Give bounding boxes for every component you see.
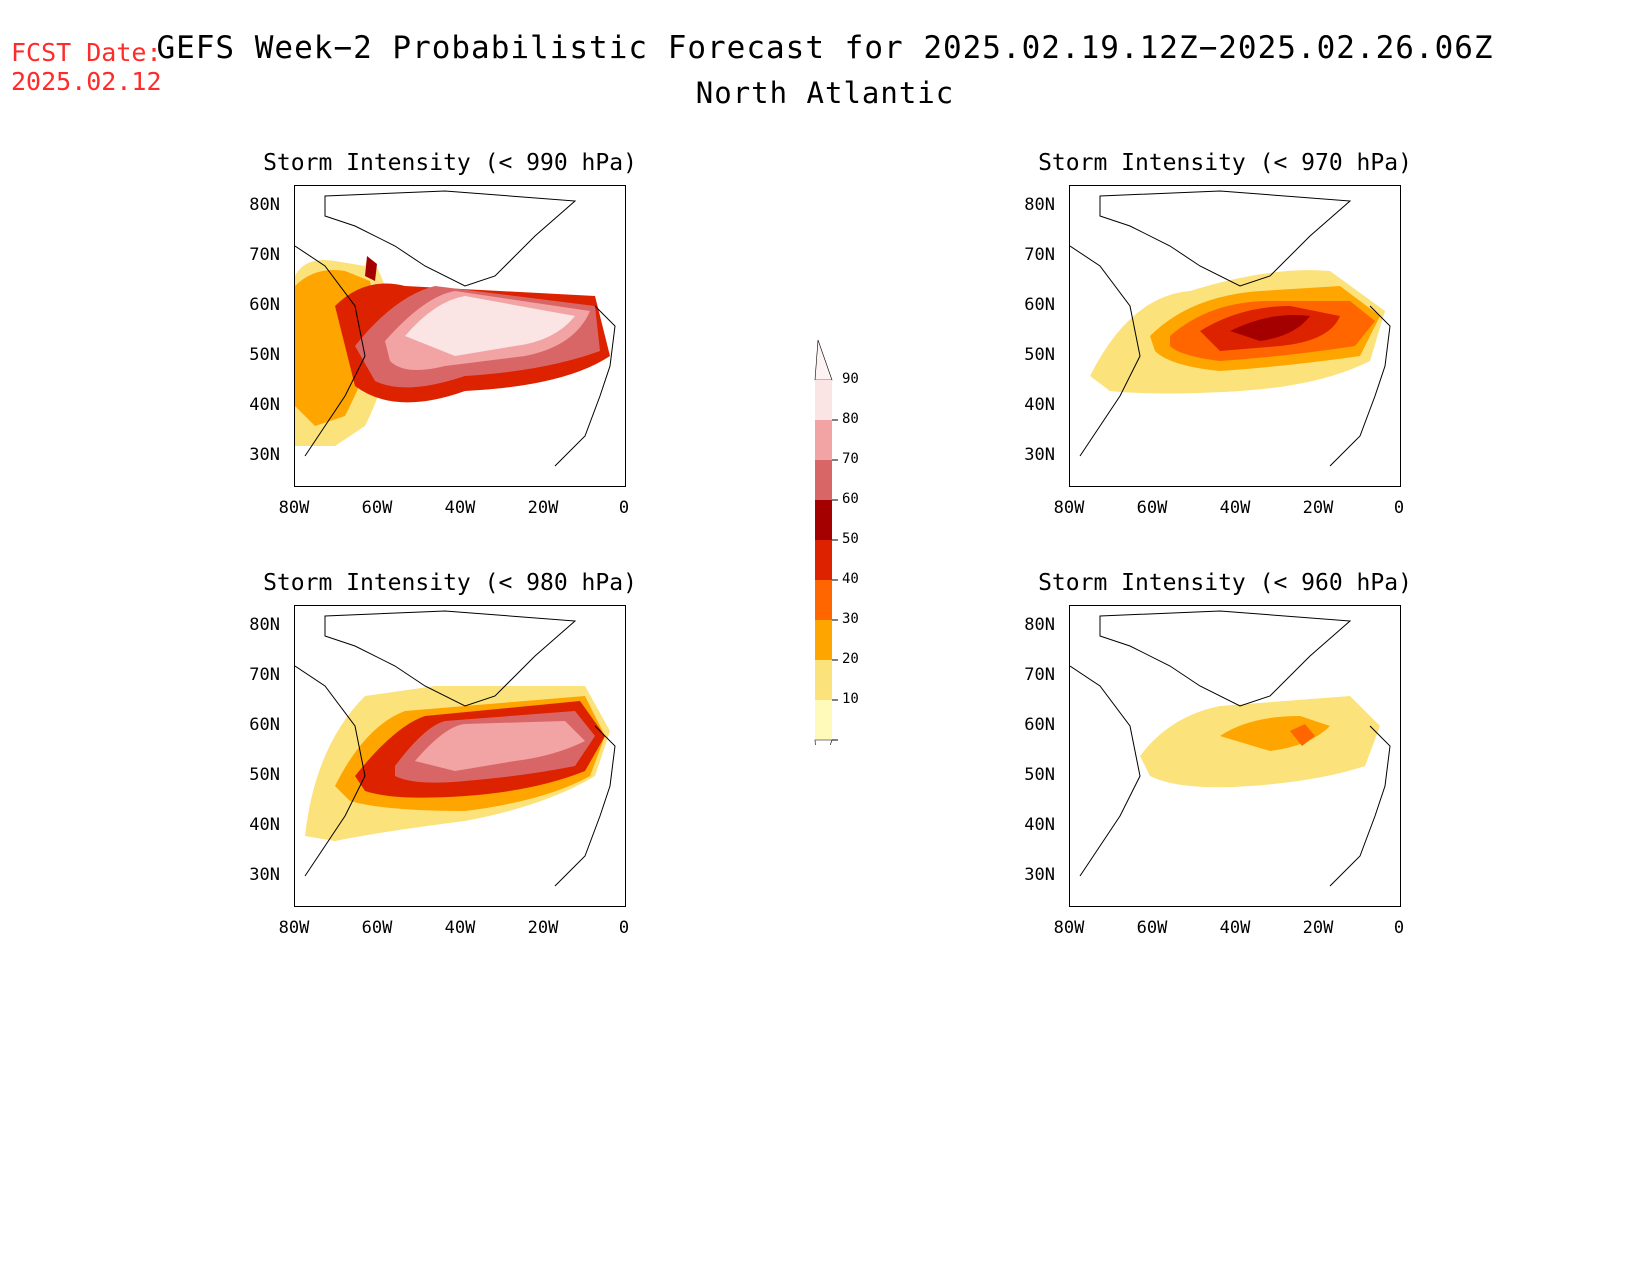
colorbar-label: 90 <box>842 371 859 387</box>
lat-label: 40N <box>1024 395 1055 415</box>
panel-title: Storm Intensity (< 960 hPa) <box>1038 570 1412 596</box>
forecast-date: FCST Date: 2025.02.12 <box>11 38 162 96</box>
lon-label: 20W <box>1302 918 1334 938</box>
lon-label: 0 <box>1393 918 1405 938</box>
lat-label: 50N <box>1024 345 1055 365</box>
map-area <box>1069 185 1401 487</box>
coastline-outline <box>295 610 616 887</box>
panel-title: Storm Intensity (< 980 hPa) <box>263 570 637 596</box>
lon-label: 80W <box>278 498 310 518</box>
colorbar-label: 40 <box>842 571 859 587</box>
lon-label: 40W <box>444 918 476 938</box>
colorbar-label: 30 <box>842 611 859 627</box>
colorbar-swatch <box>815 580 832 620</box>
lon-label: 20W <box>1302 498 1334 518</box>
panel-970: Storm Intensity (< 970 hPa) 80N 70N 60N … <box>1015 150 1435 540</box>
lon-label: 60W <box>361 498 393 518</box>
colorbar-swatch <box>815 660 832 700</box>
colorbar-swatch <box>815 700 832 740</box>
lat-label: 80N <box>249 195 280 215</box>
lon-label: 40W <box>444 498 476 518</box>
lon-label: 80W <box>1053 498 1085 518</box>
panel-title: Storm Intensity (< 970 hPa) <box>1038 150 1412 176</box>
region-subtitle: North Atlantic <box>695 76 955 110</box>
colorbar: 90 80 70 60 50 40 30 20 10 <box>810 335 880 745</box>
probability-field <box>295 256 610 446</box>
colorbar-swatch <box>815 540 832 580</box>
lon-label: 20W <box>527 918 559 938</box>
colorbar-label: 80 <box>842 411 859 427</box>
probability-field <box>1140 696 1380 788</box>
lat-label: 30N <box>249 865 280 885</box>
map-area <box>294 605 626 907</box>
colorbar-label: 70 <box>842 451 859 467</box>
lon-label: 80W <box>278 918 310 938</box>
colorbar-swatch <box>815 380 832 420</box>
probability-field <box>305 686 610 841</box>
lon-label: 20W <box>527 498 559 518</box>
lat-label: 70N <box>249 245 280 265</box>
colorbar-label: 20 <box>842 651 859 667</box>
lat-label: 30N <box>1024 445 1055 465</box>
lon-label: 0 <box>1393 498 1405 518</box>
lat-label: 60N <box>249 295 280 315</box>
lon-label: 80W <box>1053 918 1085 938</box>
coastline-outline <box>1070 190 1391 467</box>
lat-label: 60N <box>1024 295 1055 315</box>
fcst-date-value: 2025.02.12 <box>11 67 162 96</box>
colorbar-swatches <box>814 339 838 745</box>
map-area <box>294 185 626 487</box>
lon-label: 60W <box>1136 918 1168 938</box>
lon-label: 0 <box>618 918 630 938</box>
lat-label: 70N <box>249 665 280 685</box>
lat-label: 50N <box>249 345 280 365</box>
lat-label: 80N <box>1024 195 1055 215</box>
lat-label: 50N <box>249 765 280 785</box>
lat-label: 60N <box>249 715 280 735</box>
fcst-date-label: FCST Date: <box>11 38 162 67</box>
lat-label: 40N <box>249 395 280 415</box>
lat-label: 70N <box>1024 665 1055 685</box>
lon-label: 60W <box>1136 498 1168 518</box>
lon-label: 40W <box>1219 918 1251 938</box>
panel-960: Storm Intensity (< 960 hPa) 80N 70N 60N … <box>1015 570 1435 960</box>
lat-label: 70N <box>1024 245 1055 265</box>
lon-label: 60W <box>361 918 393 938</box>
lat-label: 60N <box>1024 715 1055 735</box>
panel-990: Storm Intensity (< 990 hPa) 80N 70N 60N … <box>240 150 660 540</box>
colorbar-bottom-cap <box>814 739 833 745</box>
lat-label: 80N <box>1024 615 1055 635</box>
probability-field <box>1090 270 1385 394</box>
colorbar-swatch <box>815 420 832 460</box>
colorbar-top-cap <box>814 339 833 381</box>
colorbar-label: 10 <box>842 691 859 707</box>
panel-980: Storm Intensity (< 980 hPa) 80N 70N 60N … <box>240 570 660 960</box>
lon-label: 40W <box>1219 498 1251 518</box>
coastline-outline <box>295 190 616 467</box>
lat-label: 30N <box>1024 865 1055 885</box>
colorbar-swatch <box>815 620 832 660</box>
colorbar-swatch <box>815 500 832 540</box>
lat-label: 80N <box>249 615 280 635</box>
lat-label: 40N <box>249 815 280 835</box>
lat-label: 40N <box>1024 815 1055 835</box>
lat-label: 50N <box>1024 765 1055 785</box>
coastline-outline <box>1070 610 1391 887</box>
lat-label: 30N <box>249 445 280 465</box>
map-area <box>1069 605 1401 907</box>
main-title: GEFS Week−2 Probabilistic Forecast for 2… <box>156 30 1494 66</box>
colorbar-label: 60 <box>842 491 859 507</box>
colorbar-swatch <box>815 460 832 500</box>
colorbar-label: 50 <box>842 531 859 547</box>
panel-title: Storm Intensity (< 990 hPa) <box>263 150 637 176</box>
lon-label: 0 <box>618 498 630 518</box>
